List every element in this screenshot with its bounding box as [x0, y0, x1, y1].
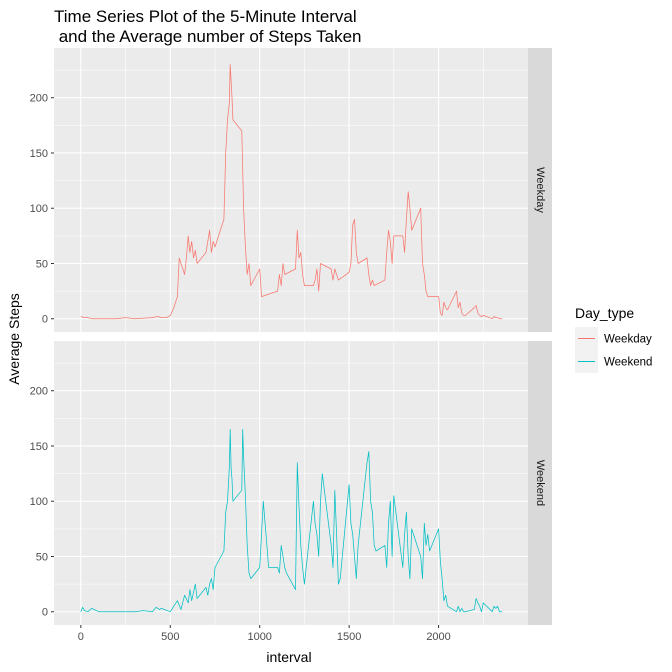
legend-label-weekend: Weekend [604, 357, 652, 369]
y-tick-label: 150 [30, 148, 48, 160]
panel-background [54, 48, 528, 332]
facet-strip-label: Weekend [534, 460, 546, 506]
x-tick-label: 1500 [337, 631, 361, 643]
panel-background [54, 341, 528, 625]
y-tick-label: 50 [36, 258, 48, 270]
y-tick-label: 0 [42, 607, 48, 619]
y-axis-title: Average Steps [6, 293, 22, 385]
y-tick-label: 100 [30, 203, 48, 215]
legend: Day_type Weekday Weekend [575, 305, 652, 373]
x-tick-label: 2000 [426, 631, 450, 643]
legend-title: Day_type [575, 305, 634, 321]
chart-title-line-1: Time Series Plot of the 5-Minute Interva… [54, 7, 357, 26]
x-axis-ticks: 0 500 1000 1500 2000 [78, 625, 451, 643]
y-tick-label: 0 [42, 314, 48, 326]
x-tick-label: 500 [161, 631, 179, 643]
facet-panels: 0 50 100 150 200 Weekday 0 50 100 150 200 Weekend [30, 48, 552, 625]
y-tick-label: 150 [30, 441, 48, 453]
facet-strip [528, 341, 552, 625]
series-line-weekday [80, 64, 503, 320]
x-tick-label: 1000 [247, 631, 271, 643]
series-line-weekend [80, 429, 503, 613]
y-tick-label: 200 [30, 386, 48, 398]
y-tick-label: 50 [36, 551, 48, 563]
facet-strip [528, 48, 552, 332]
chart-title-line-2: and the Average number of Steps Taken [54, 27, 361, 46]
facet-strip-label: Weekday [534, 167, 546, 213]
y-tick-label: 200 [30, 93, 48, 105]
x-tick-label: 0 [78, 631, 84, 643]
x-axis-title: interval [266, 649, 311, 665]
y-tick-label: 100 [30, 496, 48, 508]
legend-label-weekday: Weekday [604, 334, 652, 346]
facet-panel-weekend: 0 50 100 150 200 Weekend [30, 341, 552, 625]
facet-panel-weekday: 0 50 100 150 200 Weekday [30, 48, 552, 332]
